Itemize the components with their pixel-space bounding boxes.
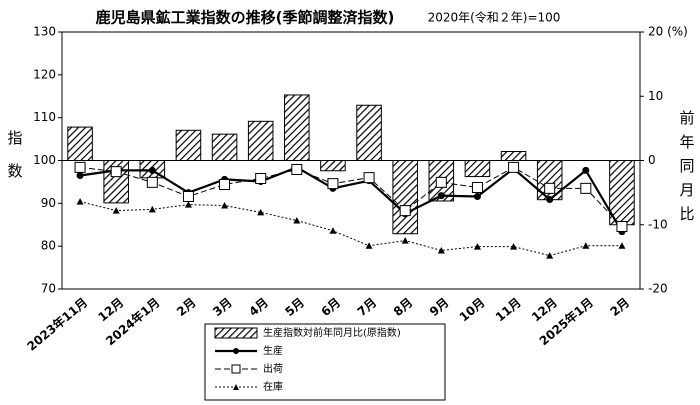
marker [255,172,267,184]
bar [67,126,93,161]
x-tick-label: 7月 [355,295,380,319]
x-tick-label: 12月 [95,295,126,324]
bar [247,120,274,162]
marker [544,182,556,194]
y-tick-label: 100 [33,153,56,167]
legend-label: 在庫 [263,380,283,393]
marker [580,182,592,194]
bar [356,104,382,162]
marker [146,176,158,188]
x-tick-label: 2023年11月 [24,294,90,353]
x-tick-label: 10月 [457,295,488,324]
bar [103,160,129,204]
x-tick-label: 11月 [493,295,524,324]
marker [329,227,337,234]
line [79,201,622,257]
marker [182,190,194,202]
marker [110,166,122,178]
legend-label: 生産指数対前年同月比(原指数) [263,326,401,339]
marker [546,252,554,259]
marker [184,201,192,208]
y2-tick-label: -10 [648,217,668,231]
marker [363,172,375,184]
legend-label: 出荷 [263,362,283,375]
marker [616,220,628,232]
x-tick-label: 6月 [319,295,344,319]
y-axis-label: 指数 [6,130,24,196]
marker [401,237,409,244]
marker [221,201,229,209]
y-tick-label: 120 [33,67,56,81]
bar [175,129,202,162]
marker [437,192,445,200]
y2-tick-label: 0 [648,153,656,167]
y-tick-label: 90 [41,196,56,210]
marker [76,198,84,205]
y-tick-label: 80 [41,239,56,253]
marker [618,242,626,249]
bar [211,133,238,162]
bar [464,160,491,178]
marker [327,178,339,190]
chart-subtitle: 2020年(令和２年)=100 [428,10,561,25]
y2-axis-label: 前年同月比 [678,110,696,230]
marker [471,181,483,193]
legend-marker [231,364,241,374]
marker [365,242,373,249]
y-tick-label: 70 [41,282,56,296]
x-tick-label: 2月 [608,295,633,319]
x-tick-label: 8月 [391,295,416,319]
marker [510,243,518,250]
y-tick-label: 110 [33,110,56,124]
marker [437,246,445,254]
marker [112,207,120,214]
marker [473,243,481,250]
marker [435,176,447,188]
marker [74,161,86,173]
chart-title: 鹿児島県鉱工業指数の推移(季節調整済指数) [96,9,395,27]
x-tick-label: 3月 [210,295,235,319]
y-tick-label: 130 [33,25,56,39]
marker [293,216,301,224]
line [80,166,623,227]
marker [219,178,231,190]
y2-tick-label: 20 (%) [648,25,688,39]
marker [76,171,84,179]
x-tick-label: 4月 [246,295,271,319]
marker [582,166,590,174]
marker [291,163,303,175]
x-tick-label: 9月 [427,295,452,319]
marker [508,161,520,173]
legend-marker [233,348,239,354]
marker [473,192,481,200]
legend-marker [233,384,239,390]
legend-swatch [214,327,258,339]
marker [399,205,411,217]
bar [500,151,527,162]
x-tick-label: 5月 [282,295,307,319]
x-tick-label: 12月 [529,295,560,324]
marker [257,208,265,216]
x-tick-label: 2月 [174,295,199,319]
marker [582,242,590,249]
marker [546,195,554,203]
y2-tick-label: -20 [648,282,668,296]
legend-label: 生産 [263,344,283,357]
line [79,166,623,233]
bar [392,160,418,235]
bar [320,160,346,172]
y2-tick-label: 10 [648,89,663,103]
marker [148,205,156,213]
marker [148,166,156,174]
bar [284,94,310,161]
